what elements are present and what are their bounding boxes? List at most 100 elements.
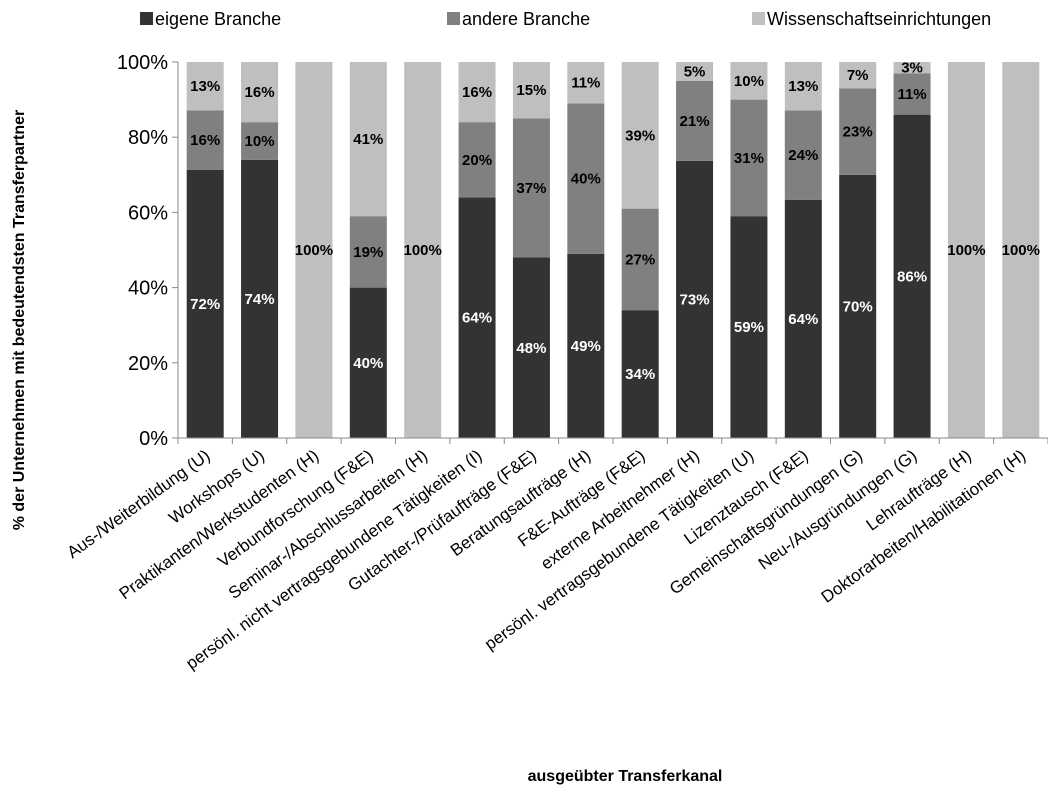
data-label: 19% xyxy=(353,244,383,261)
y-tick-label: 40% xyxy=(128,278,168,300)
data-label: 39% xyxy=(625,127,655,144)
bar-segment xyxy=(621,208,659,311)
bar-segment xyxy=(512,118,550,258)
data-label: 64% xyxy=(462,310,492,327)
bar-stack: 64% 20% 16% xyxy=(458,62,496,438)
bar-segment xyxy=(621,62,659,209)
bar-segment xyxy=(621,310,659,438)
bar-segment xyxy=(893,62,931,74)
data-label: 100% xyxy=(1002,242,1040,259)
bar-segment xyxy=(839,62,877,89)
bars: 72% 16% 13% 74% 10% 16% 100% 40% 19% 41% 100% 64% 20… xyxy=(186,60,1040,439)
bar-stack: 64% 24% 13% xyxy=(784,62,822,438)
data-label: 27% xyxy=(625,251,655,268)
bar-segment xyxy=(458,122,496,198)
legend-label: Wissenschaftseinrichtungen xyxy=(767,9,991,29)
x-axis: Aus-/Weiterbildung (U)Workshops (U)Prakt… xyxy=(64,437,1048,673)
bar-stack: 100% xyxy=(295,62,333,438)
bar-stack: 59% 31% 10% xyxy=(730,62,768,438)
y-tick-label: 80% xyxy=(128,127,168,149)
bar-stack: 73% 21% 5% xyxy=(676,62,714,438)
data-label: 13% xyxy=(190,78,220,95)
bar-segment xyxy=(241,159,279,438)
data-label: 59% xyxy=(734,319,764,336)
bar-segment xyxy=(186,62,224,111)
bar-segment xyxy=(676,62,714,81)
legend: eigene Branche andere Branche Wissenschaft… xyxy=(140,9,991,29)
bar-segment xyxy=(512,257,550,438)
bar-stack: 40% 19% 41% xyxy=(349,62,387,438)
bar-segment xyxy=(567,62,605,104)
legend-swatch xyxy=(752,12,765,25)
bar-segment xyxy=(839,88,877,175)
bar-segment xyxy=(730,62,768,100)
y-axis-title: % der Unternehmen mit bedeutendsten Tran… xyxy=(11,110,28,531)
data-label: 13% xyxy=(788,78,818,95)
y-tick-label: 0% xyxy=(139,428,168,450)
bar-segment xyxy=(567,253,605,438)
bar-segment xyxy=(458,62,496,123)
data-label: 73% xyxy=(680,291,710,308)
data-label: 31% xyxy=(734,150,764,167)
bar-segment xyxy=(676,80,714,161)
data-label: 11% xyxy=(571,75,600,92)
data-label: 16% xyxy=(245,84,275,101)
bar-segment xyxy=(947,62,985,438)
bar-segment xyxy=(349,62,387,217)
data-label: 100% xyxy=(947,242,985,259)
bar-segment xyxy=(784,199,822,438)
data-label: 64% xyxy=(788,311,818,328)
bar-stack: 48% 37% 15% xyxy=(512,62,550,438)
data-label: 16% xyxy=(462,84,492,101)
bar-stack: 70% 23% 7% xyxy=(839,62,877,439)
legend-swatch xyxy=(140,12,153,25)
bar-segment xyxy=(784,110,822,200)
y-tick-label: 60% xyxy=(128,202,168,224)
data-label: 37% xyxy=(516,180,546,197)
bar-segment xyxy=(893,114,931,438)
legend-item: andere Branche xyxy=(447,9,590,29)
bar-segment xyxy=(186,110,224,170)
bar-stack: 100% xyxy=(1002,62,1040,438)
data-label: 10% xyxy=(734,73,764,90)
bar-segment xyxy=(839,174,877,439)
bar-stack: 74% 10% 16% xyxy=(241,62,279,438)
data-label: 23% xyxy=(843,124,873,141)
bar-stack: 72% 16% 13% xyxy=(186,62,224,439)
legend-label: eigene Branche xyxy=(155,9,281,29)
data-label: 34% xyxy=(625,366,655,383)
bar-segment xyxy=(567,103,605,254)
x-axis-title: ausgeübter Transferkanal xyxy=(528,768,723,785)
y-axis: 0% 20% 40% 60% 80% 100% xyxy=(117,52,179,450)
data-label: 11% xyxy=(897,86,926,103)
data-label: 70% xyxy=(843,298,873,315)
bar-segment xyxy=(186,169,224,439)
data-label: 21% xyxy=(680,113,710,130)
data-label: 40% xyxy=(353,355,383,372)
bar-stack: 86% 11% 3% xyxy=(893,60,931,438)
bar-segment xyxy=(295,62,333,438)
data-label: 3% xyxy=(901,60,923,77)
data-label: 100% xyxy=(404,242,442,259)
data-label: 100% xyxy=(295,242,333,259)
bar-segment xyxy=(241,122,279,160)
bar-segment xyxy=(349,216,387,288)
bar-segment xyxy=(349,287,387,438)
data-label: 20% xyxy=(462,152,492,169)
bar-segment xyxy=(512,62,550,119)
bar-segment xyxy=(1002,62,1040,438)
bar-segment xyxy=(730,99,768,217)
bar-segment xyxy=(404,62,442,438)
y-tick-label: 20% xyxy=(128,353,168,375)
bar-segment xyxy=(241,62,279,123)
bar-stack: 49% 40% 11% xyxy=(567,62,605,438)
bar-stack: 100% xyxy=(947,62,986,438)
data-label: 48% xyxy=(516,340,546,357)
data-label: 41% xyxy=(353,131,383,148)
bar-segment xyxy=(676,160,714,438)
data-label: 40% xyxy=(571,171,601,188)
bar-stack: 34% 27% 39% xyxy=(621,62,659,438)
data-label: 49% xyxy=(571,338,601,355)
bar-segment xyxy=(893,73,931,115)
